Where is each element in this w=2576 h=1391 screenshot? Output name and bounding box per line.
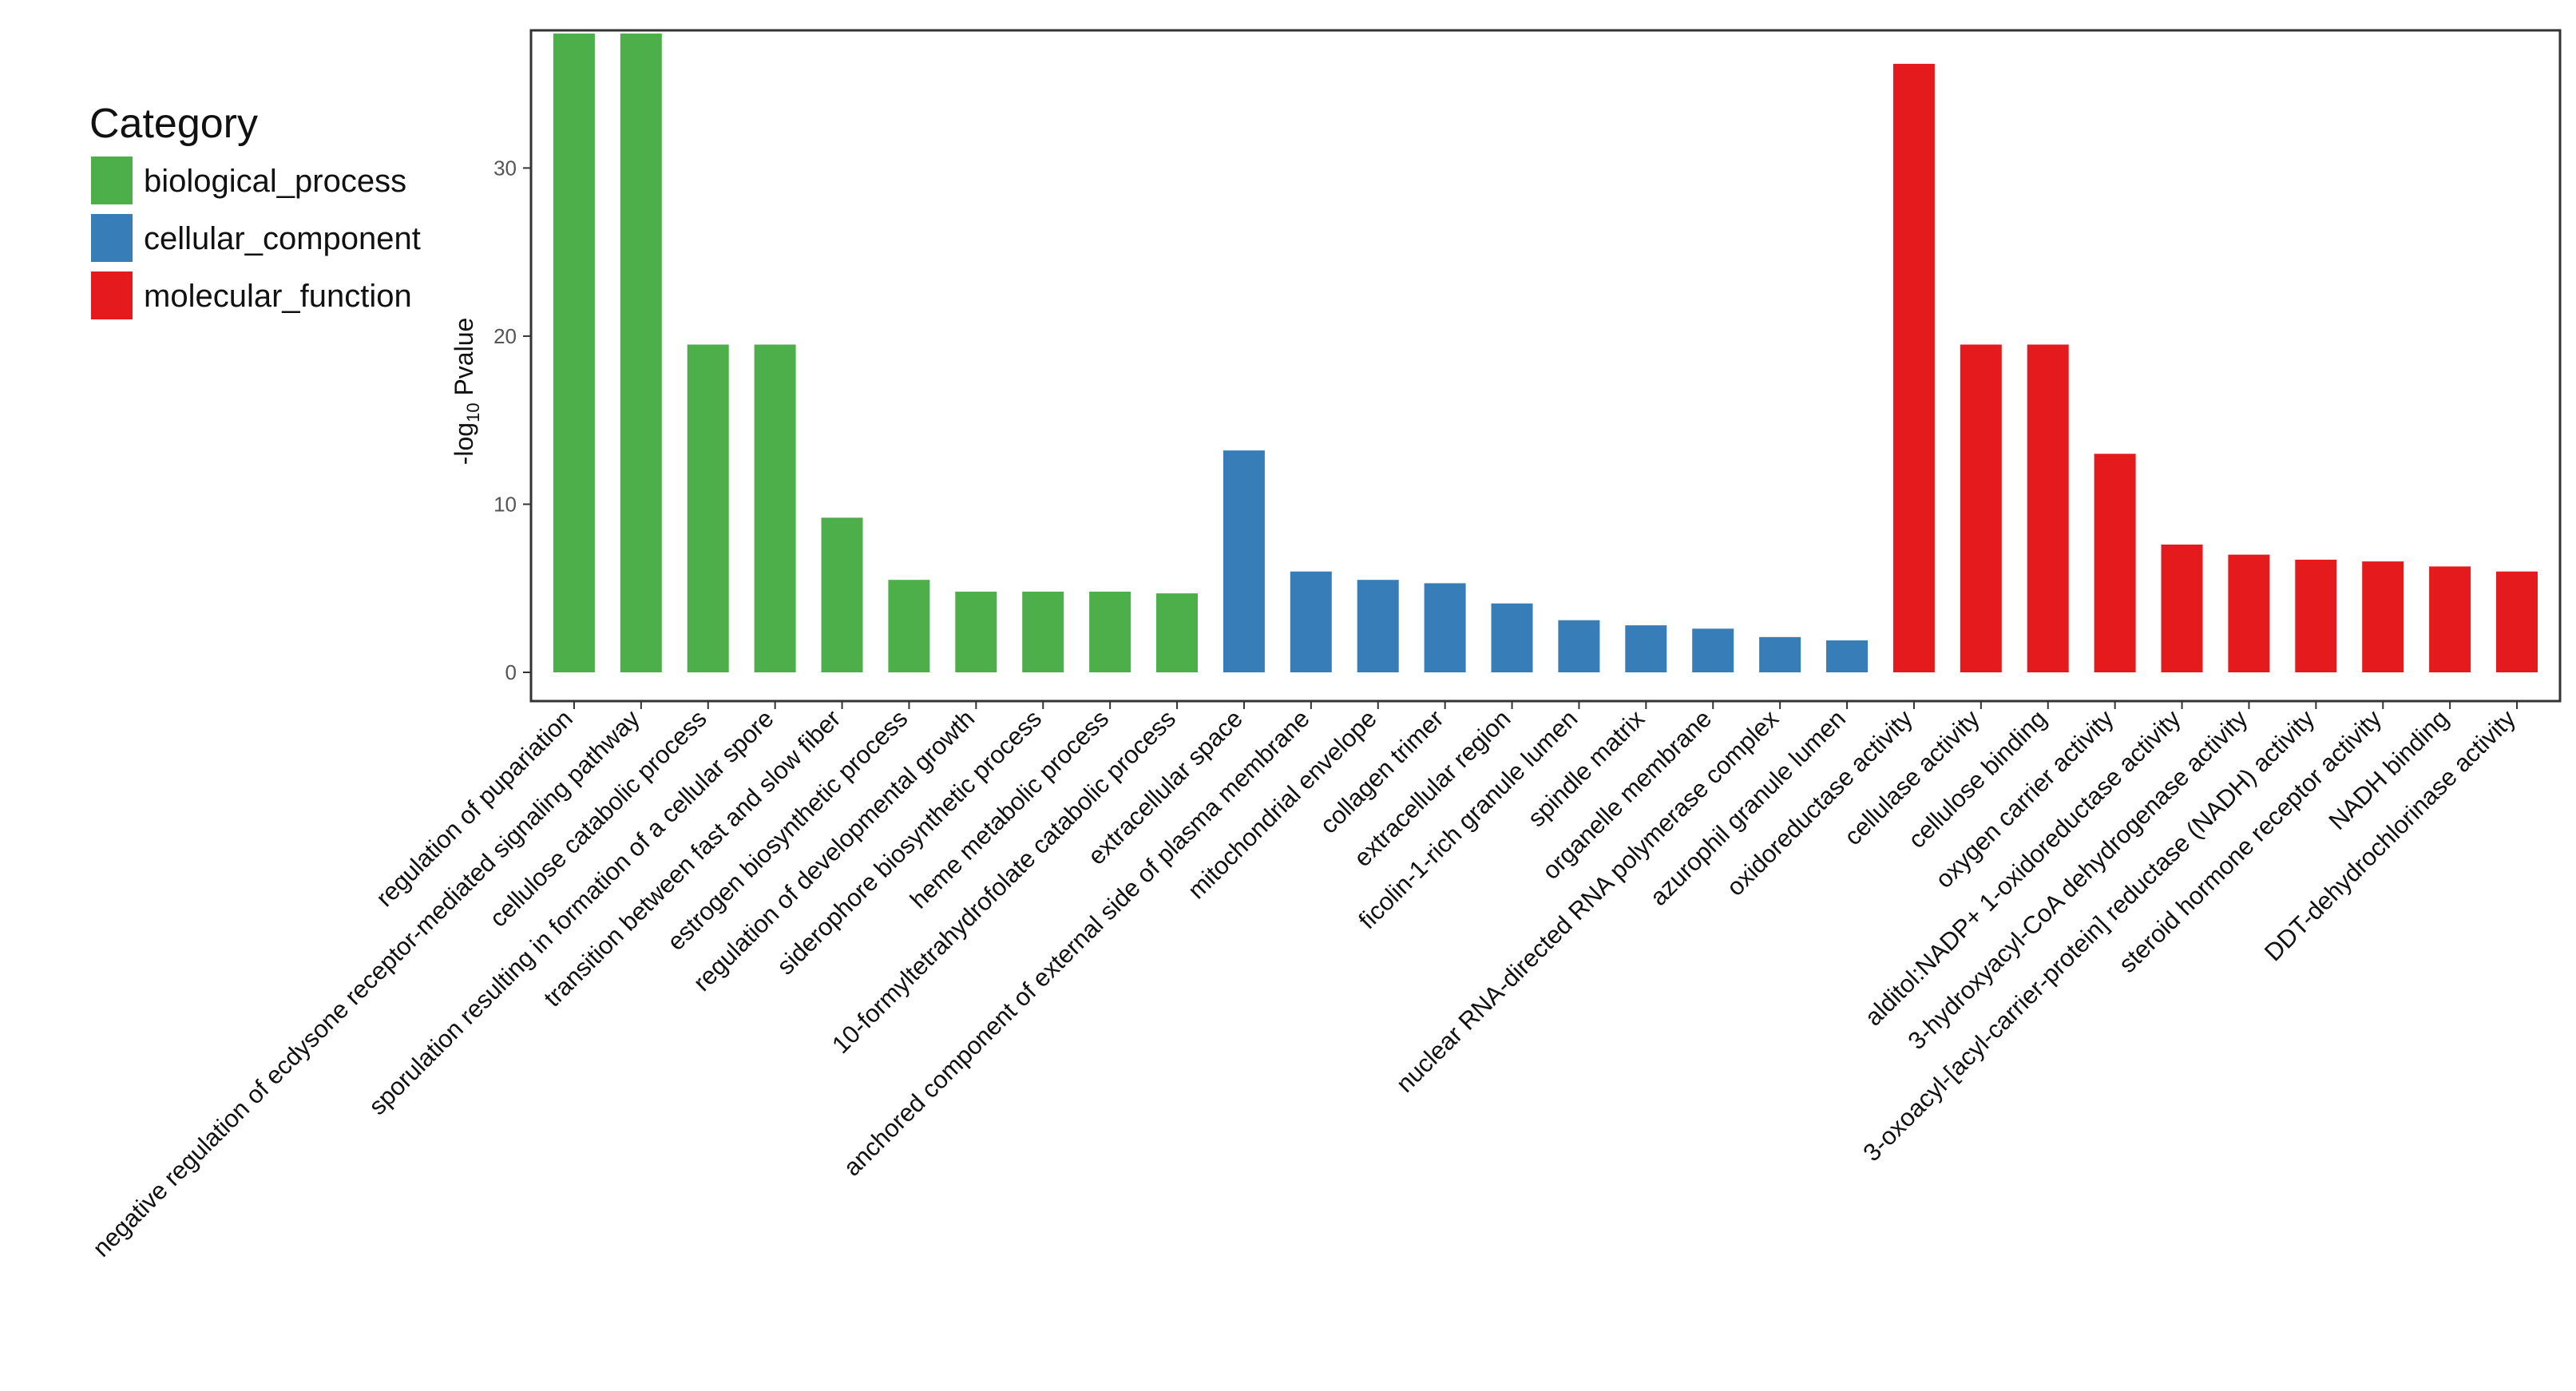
bar-27 bbox=[2295, 559, 2337, 672]
bar-11 bbox=[1223, 450, 1265, 672]
bar-19 bbox=[1759, 636, 1801, 672]
legend-swatch-cellular_component bbox=[91, 214, 133, 262]
y-axis-title-prefix: -log bbox=[450, 422, 478, 465]
legend-title: Category bbox=[89, 101, 258, 147]
bar-26 bbox=[2228, 554, 2270, 672]
bar-16 bbox=[1558, 620, 1600, 672]
bar-9 bbox=[1089, 591, 1131, 672]
y-axis-title-suffix: Pvalue bbox=[450, 318, 478, 403]
bar-28 bbox=[2362, 561, 2404, 672]
bar-8 bbox=[1022, 591, 1064, 672]
y-axis-title: -log10 Pvalue bbox=[450, 318, 483, 466]
bar-17 bbox=[1625, 625, 1667, 672]
bar-23 bbox=[2027, 344, 2069, 672]
bar-30 bbox=[2496, 571, 2538, 672]
y-tick-label: 30 bbox=[493, 156, 517, 180]
bar-14 bbox=[1424, 583, 1466, 672]
bar-18 bbox=[1692, 628, 1734, 672]
bar-1 bbox=[553, 34, 595, 672]
bar-22 bbox=[1960, 344, 2002, 672]
y-tick-label: 0 bbox=[505, 660, 517, 684]
y-tick-label: 10 bbox=[493, 492, 517, 516]
legend-label-molecular_function: molecular_function bbox=[144, 279, 412, 314]
legend-swatch-biological_process bbox=[91, 157, 133, 204]
bar-25 bbox=[2161, 545, 2203, 672]
bar-7 bbox=[955, 591, 997, 672]
y-tick-label: 20 bbox=[493, 324, 517, 348]
bar-3 bbox=[687, 344, 729, 672]
panel-border bbox=[529, 29, 2562, 703]
bar-4 bbox=[754, 344, 796, 672]
x-category-label: spindle matrix bbox=[1522, 704, 1650, 832]
bar-24 bbox=[2094, 454, 2136, 672]
bar-6 bbox=[888, 580, 930, 672]
x-category-label: estrogen biosynthetic process bbox=[662, 704, 913, 956]
bar-21 bbox=[1892, 63, 1935, 672]
y-axis: 0 10 20 30 bbox=[493, 156, 531, 684]
x-category-label: NADH binding bbox=[2323, 704, 2454, 835]
y-axis-title-subscript: 10 bbox=[463, 402, 483, 422]
legend-label-biological_process: biological_process bbox=[144, 164, 406, 199]
bar-20 bbox=[1826, 640, 1868, 672]
legend: Category biological_process cellular_comp… bbox=[89, 101, 421, 319]
plot-area: 0 10 20 30 regulation of pupariationnegativ… bbox=[87, 29, 2562, 1262]
bar-5 bbox=[821, 517, 863, 672]
bar-15 bbox=[1491, 603, 1533, 672]
bar-2 bbox=[620, 34, 662, 672]
bar-10 bbox=[1156, 593, 1198, 672]
bar-12 bbox=[1290, 571, 1332, 672]
legend-swatch-molecular_function bbox=[91, 271, 133, 319]
legend-label-cellular_component: cellular_component bbox=[144, 221, 421, 256]
bar-29 bbox=[2429, 566, 2471, 672]
bar-13 bbox=[1357, 580, 1399, 672]
